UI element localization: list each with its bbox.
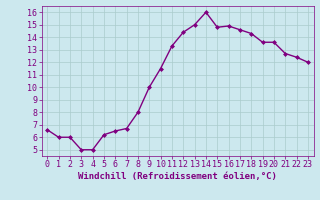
X-axis label: Windchill (Refroidissement éolien,°C): Windchill (Refroidissement éolien,°C) — [78, 172, 277, 181]
